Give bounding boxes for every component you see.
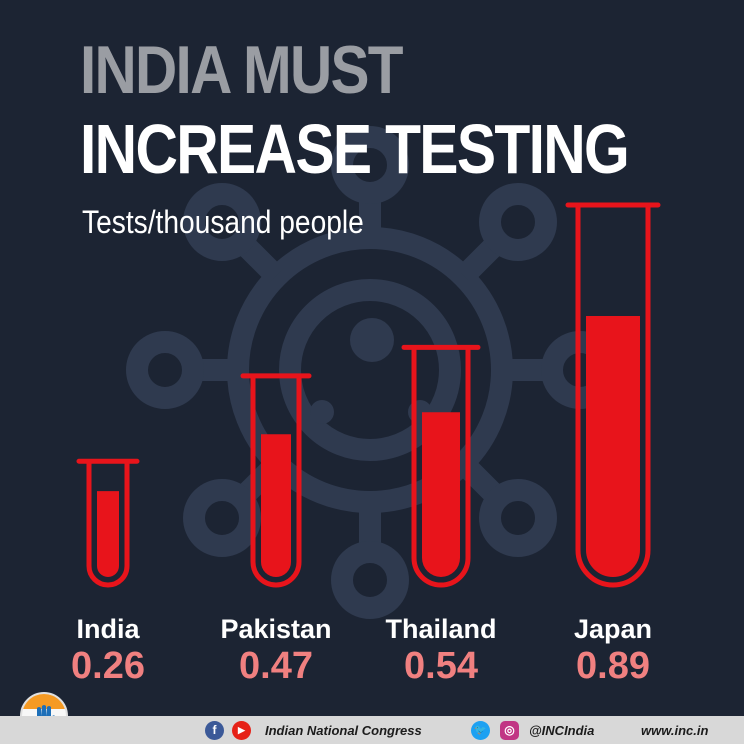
- category-label: Thailand: [385, 614, 496, 644]
- tube-outline: [86, 461, 130, 588]
- twitter-icon[interactable]: 🐦: [471, 721, 490, 740]
- tube-outline: [250, 375, 302, 588]
- facebook-icon[interactable]: f: [205, 721, 224, 740]
- value-label: 0.47: [239, 645, 313, 687]
- bar-fill: [422, 412, 460, 577]
- instagram-icon[interactable]: ◎: [500, 721, 519, 740]
- bar-fill: [97, 491, 119, 577]
- category-label: Pakistan: [220, 614, 331, 644]
- value-label: 0.54: [404, 645, 478, 687]
- tube-outline: [411, 347, 471, 588]
- tube-thailand: [401, 344, 481, 588]
- party-name: Indian National Congress: [265, 723, 422, 738]
- footer-bar: f ▶ Indian National Congress 🐦 ◎ @INCInd…: [0, 716, 744, 744]
- tube-pakistan: [240, 373, 312, 588]
- tube-japan: [565, 202, 661, 588]
- category-label: Japan: [574, 614, 652, 644]
- youtube-icon[interactable]: ▶: [232, 721, 251, 740]
- value-label: 0.26: [71, 645, 145, 687]
- value-label: 0.89: [576, 645, 650, 687]
- chart-subtitle: Tests/thousand people: [82, 204, 364, 240]
- website-link[interactable]: www.inc.in: [641, 723, 709, 738]
- title-line-2: INCREASE TESTING: [80, 110, 630, 188]
- category-label: India: [76, 614, 140, 644]
- tube-india: [76, 458, 140, 588]
- tube-outline: [575, 205, 651, 588]
- bar-fill: [261, 434, 291, 577]
- social-handle[interactable]: @INCIndia: [529, 723, 595, 738]
- bar-fill: [586, 316, 640, 577]
- title-line-1: INDIA MUST: [80, 32, 403, 108]
